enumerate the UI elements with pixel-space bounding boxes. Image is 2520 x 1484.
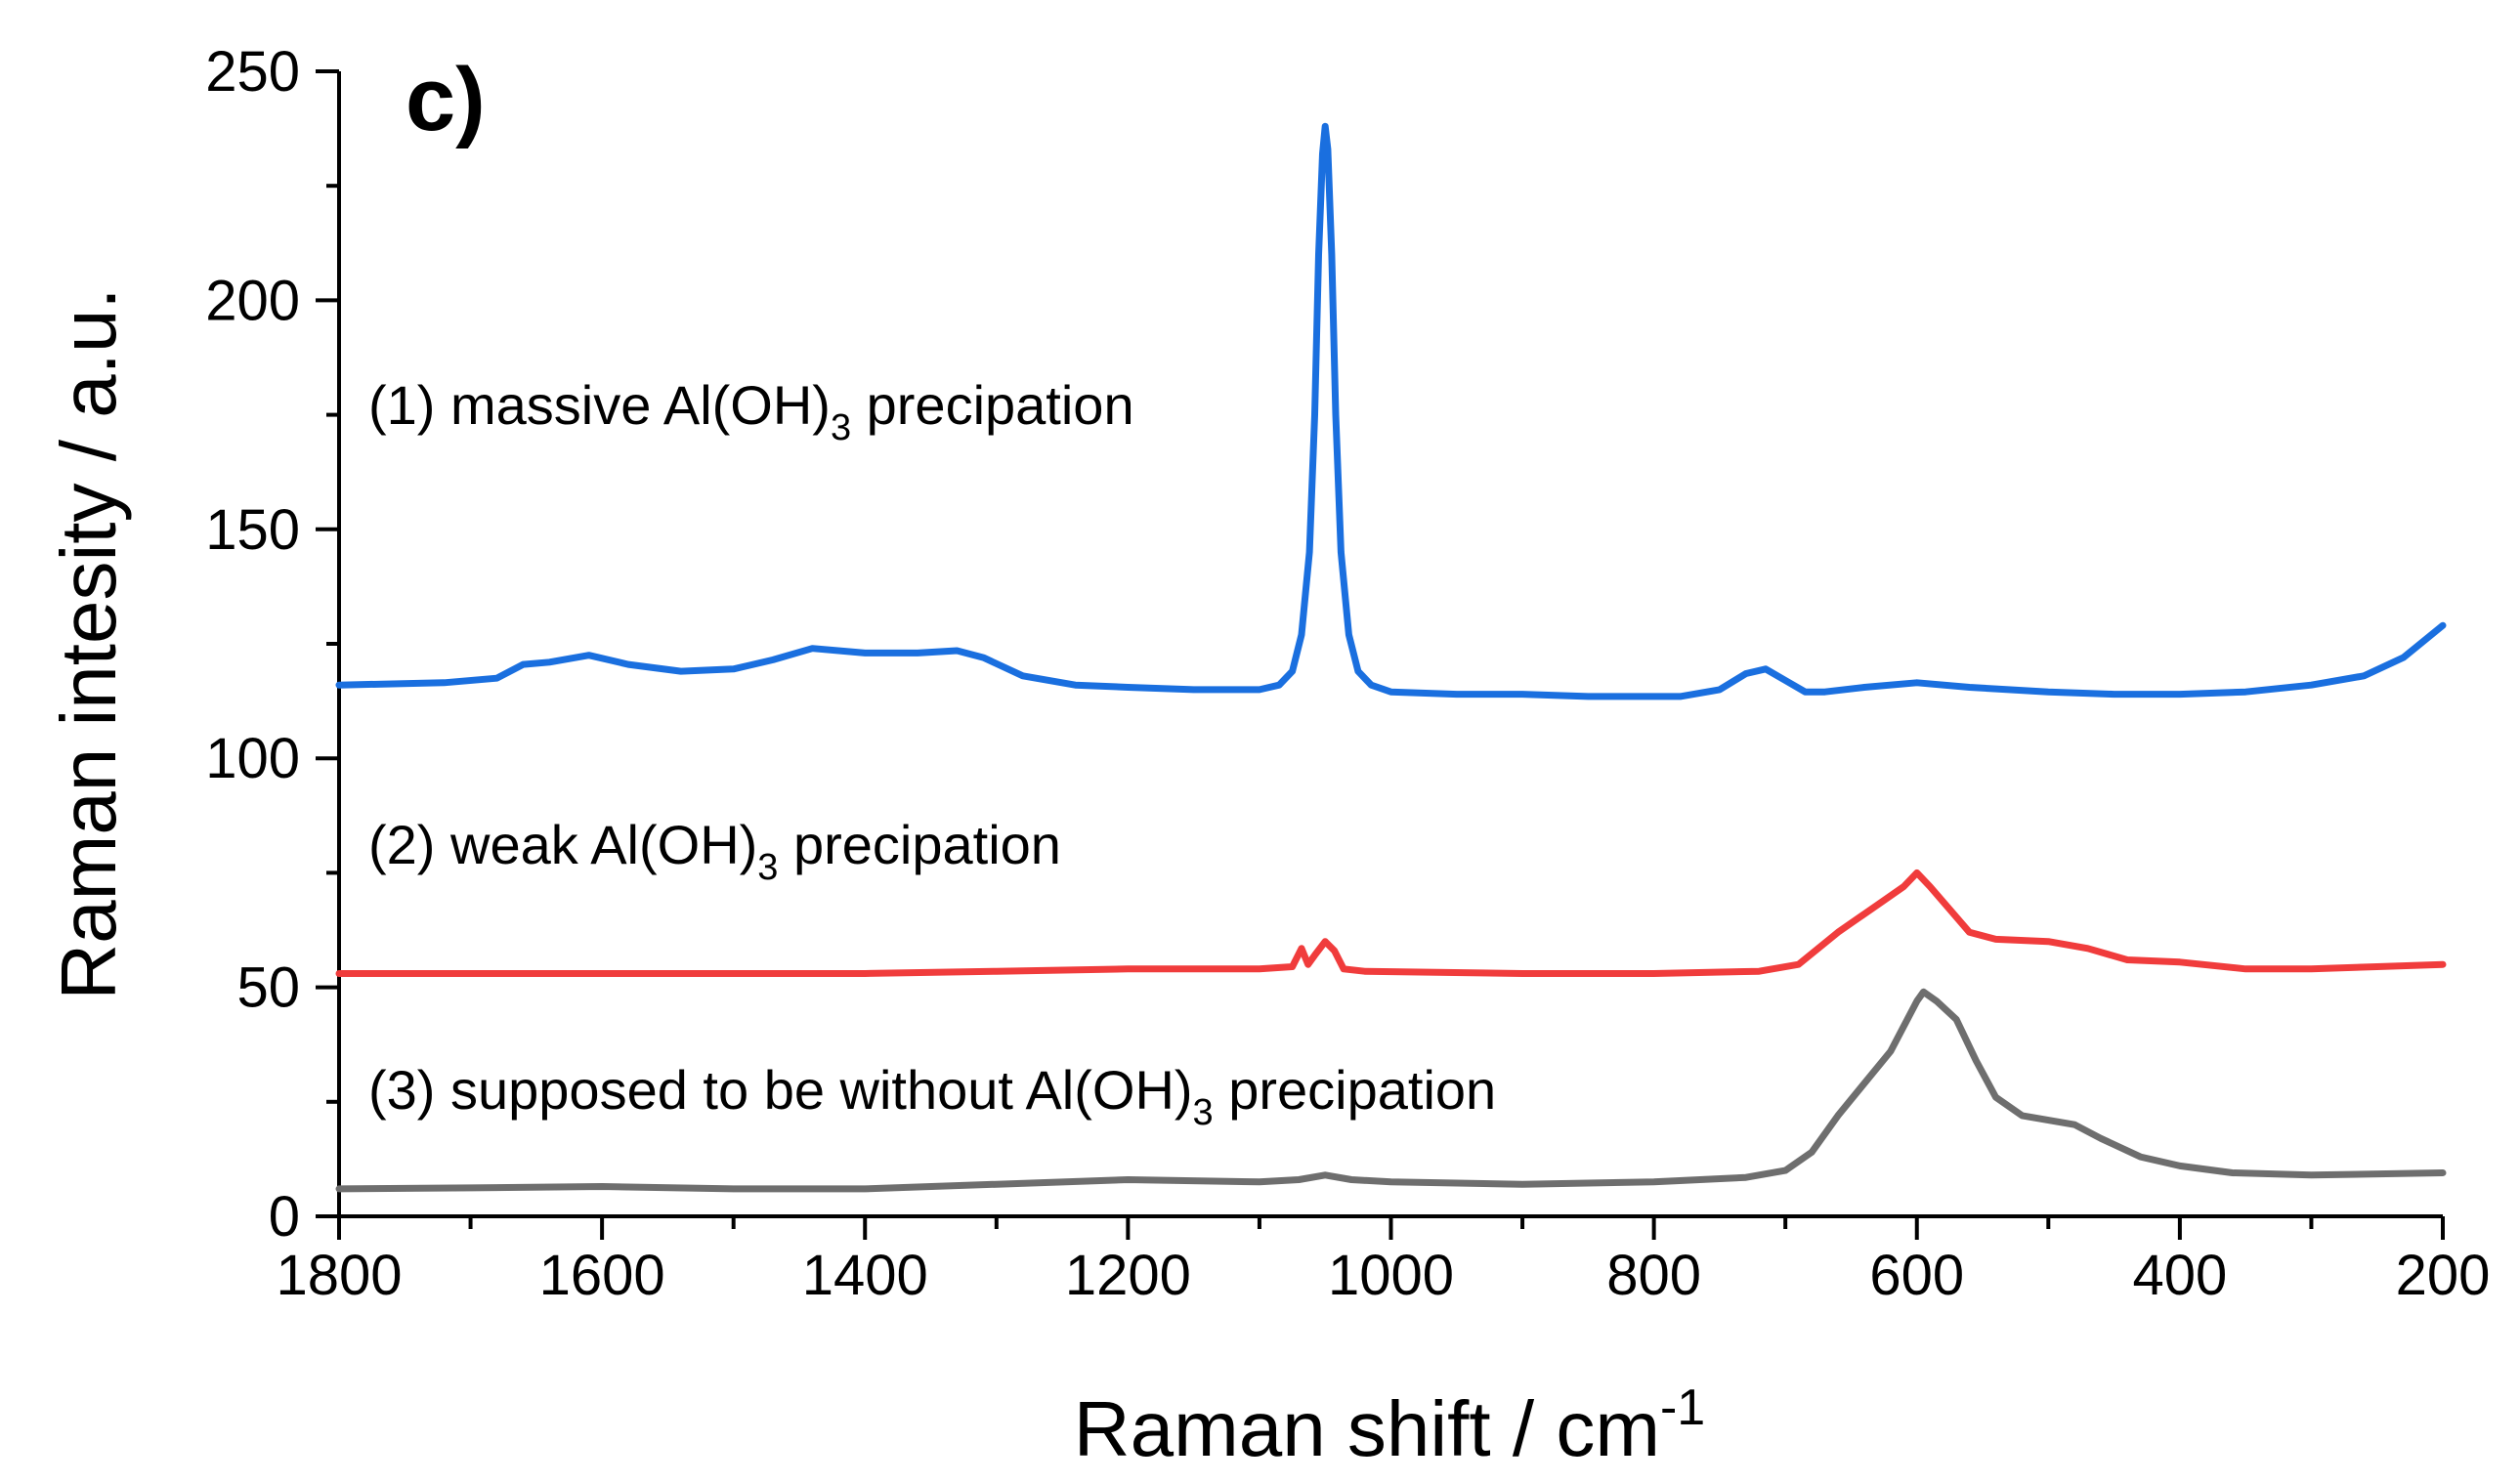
y-tick-label: 150 (205, 498, 300, 562)
x-tick-label: 1600 (539, 1244, 665, 1307)
y-tick-label: 100 (205, 727, 300, 790)
x-tick-label: 1400 (802, 1244, 928, 1307)
annotation-subscript: 3 (1193, 1092, 1214, 1133)
x-tick-label: 1800 (276, 1244, 402, 1307)
y-tick-label: 200 (205, 269, 300, 332)
series-annotation-1: (1) massive Al(OH)3 precipation (368, 374, 1134, 448)
plot-frame (337, 71, 2443, 1218)
x-tick-label: 200 (2396, 1244, 2491, 1307)
annotation-text: (1) massive Al(OH) (368, 374, 831, 436)
x-axis-title-text: Raman shift / cm (1074, 1385, 1660, 1472)
annotation-subscript: 3 (757, 847, 778, 888)
series-annotation-3: (3) supposed to be without Al(OH)3 preci… (368, 1059, 1496, 1133)
x-tick-label: 1200 (1065, 1244, 1191, 1307)
annotation-text-end: precipation (851, 374, 1134, 436)
annotation-subscript: 3 (831, 407, 851, 448)
series-line-1 (335, 122, 2447, 700)
annotation-text: (3) supposed to be without Al(OH) (368, 1059, 1193, 1121)
y-axis-title: Raman intesity / a.u. (45, 287, 132, 999)
annotation-text-end: precipation (1214, 1059, 1497, 1121)
series-group (335, 122, 2447, 1193)
annotation-text-end: precipation (778, 814, 1061, 875)
series-annotation-2: (2) weak Al(OH)3 precipation (368, 814, 1061, 888)
x-tick-label: 1000 (1328, 1244, 1454, 1307)
series-line-3 (335, 988, 2447, 1193)
x-tick-label: 600 (1869, 1244, 1964, 1307)
annotations: (1) massive Al(OH)3 precipation(2) weak … (368, 374, 1496, 1133)
series-line-2 (335, 869, 2447, 977)
x-axis-title-superscript: -1 (1660, 1379, 1705, 1436)
annotation-text: (2) weak Al(OH) (368, 814, 757, 875)
y-tick-label: 50 (236, 956, 300, 1020)
x-ticks: 1800 1600 1400 1200 1000 800 600 400 200 (276, 1216, 2490, 1307)
y-ticks: 0 50 100 150 200 250 (205, 40, 339, 1249)
x-tick-label: 400 (2132, 1244, 2227, 1307)
panel-label: c) (406, 50, 486, 149)
y-tick-label: 0 (269, 1185, 300, 1249)
y-tick-label: 250 (205, 40, 300, 104)
x-tick-label: 800 (1606, 1244, 1701, 1307)
x-axis-title: Raman shift / cm-1 (1074, 1379, 1705, 1472)
